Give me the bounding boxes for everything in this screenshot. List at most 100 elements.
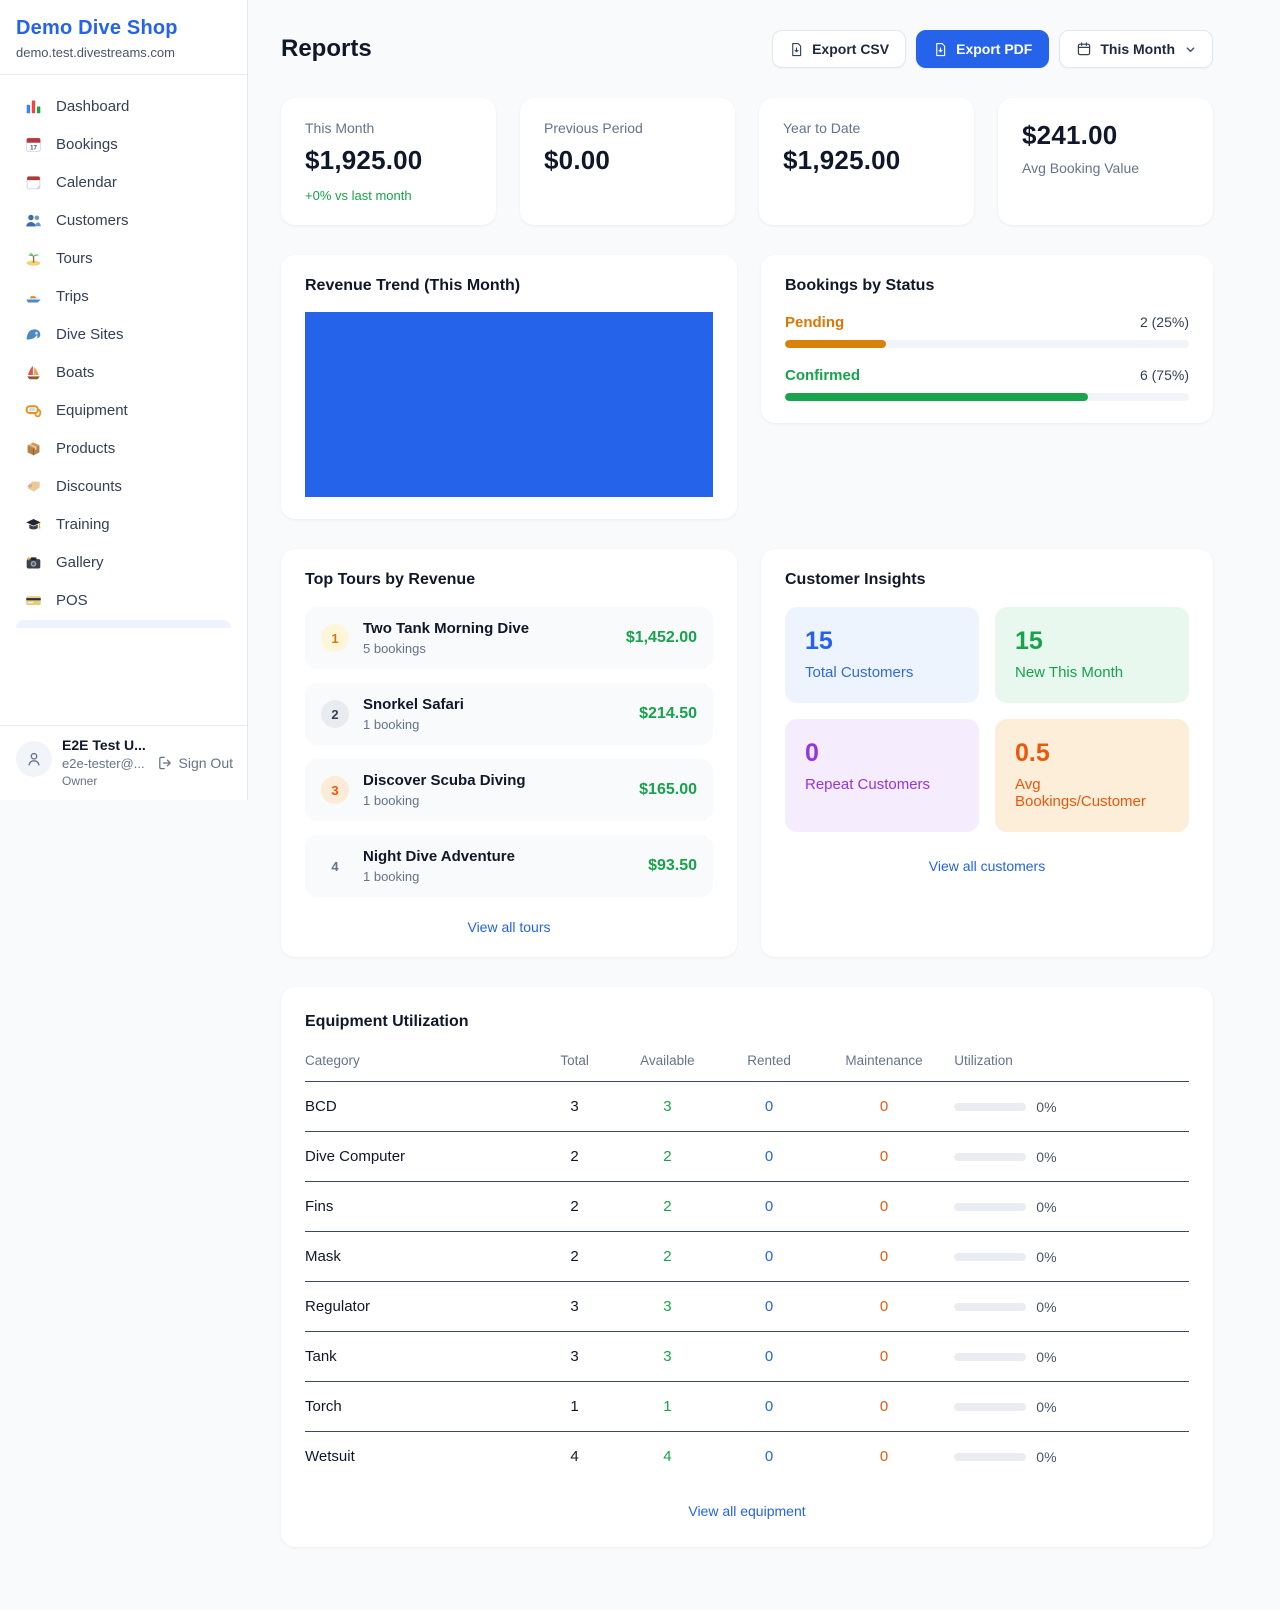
sidebar-item-pos[interactable]: POS: [12, 581, 235, 619]
stat-card-previous-period: Previous Period $0.00: [520, 98, 735, 225]
tour-row-2[interactable]: 2 Snorkel Safari 1 booking $214.50: [305, 683, 713, 745]
tile-avg-bookings-customer: 0.5 Avg Bookings/Customer: [995, 719, 1189, 832]
top-tours-title: Top Tours by Revenue: [305, 571, 476, 588]
sidebar-item-reports-active-partial[interactable]: [16, 620, 231, 628]
sidebar-item-label: Customers: [56, 211, 129, 229]
file-download-icon: [792, 42, 802, 56]
period-dropdown[interactable]: This Month: [1059, 30, 1213, 68]
table-row: Dive Computer 2 2 0 0 0%: [305, 1131, 1189, 1182]
sidebar-item-label: Products: [56, 439, 116, 457]
sidebar-item-boats[interactable]: Boats: [12, 353, 235, 391]
tour-row-3[interactable]: 3 Discover Scuba Diving 1 booking $165.0…: [305, 759, 713, 821]
confirmed-progress-fill: [785, 393, 1088, 401]
table-header-row: Category Total Available Rented Maintena…: [305, 1041, 1189, 1082]
brand-domain: demo.test.divestreams.com: [16, 45, 175, 60]
utilization-cell: 0%: [954, 1099, 1189, 1115]
export-pdf-button[interactable]: Export PDF: [916, 30, 1050, 68]
table-row: Regulator 3 3 0 0 0%: [305, 1281, 1189, 1332]
trips-boat-icon: [24, 287, 42, 305]
utilization-cell: 0%: [954, 1299, 1189, 1315]
brand: Demo Dive Shop demo.test.divestreams.com: [0, 0, 247, 75]
sidebar-item-dashboard[interactable]: Dashboard: [12, 87, 235, 125]
stat-card-year-to-date: Year to Date $1,925.00: [759, 98, 974, 225]
stat-cards: This Month $1,925.00 +0% vs last month P…: [281, 98, 1213, 225]
charts-row: Revenue Trend (This Month) Bookings by S…: [281, 255, 1213, 519]
utilization-cell: 0%: [954, 1449, 1189, 1465]
sidebar-user-footer: E2E Test U... e2e-tester@... Owner Sign …: [0, 725, 247, 800]
tile-new-this-month: 15 New This Month: [995, 607, 1189, 703]
confirmed-progress-track: [785, 393, 1189, 401]
logout-icon: [158, 756, 171, 770]
training-cap-icon: [24, 515, 42, 533]
products-box-icon: [24, 439, 42, 457]
table-row: Wetsuit 4 4 0 0 0%: [305, 1432, 1189, 1482]
insights-row: Top Tours by Revenue 1 Two Tank Morning …: [281, 549, 1213, 957]
sidebar: Demo Dive Shop demo.test.divestreams.com…: [0, 0, 248, 800]
sidebar-item-label: Training: [56, 515, 110, 533]
sidebar-item-products[interactable]: Products: [12, 429, 235, 467]
pending-progress-track: [785, 340, 1189, 348]
export-csv-button[interactable]: Export CSV: [772, 30, 907, 68]
sidebar-item-calendar[interactable]: Calendar: [12, 163, 235, 201]
revenue-trend-title: Revenue Trend (This Month): [305, 277, 521, 294]
stat-delta: +0% vs last month: [305, 188, 412, 203]
sidebar-item-equipment[interactable]: Equipment: [12, 391, 235, 429]
sidebar-item-label: Tours: [56, 249, 93, 267]
table-row: BCD 3 3 0 0 0%: [305, 1081, 1189, 1132]
table-row: Torch 1 1 0 0 0%: [305, 1381, 1189, 1432]
sidebar-item-label: Boats: [56, 363, 95, 381]
customer-insights-title: Customer Insights: [785, 571, 926, 588]
calendar-outline-icon: [1078, 42, 1091, 56]
status-row-pending: Pending 2 (25%): [785, 314, 1189, 348]
stat-card-this-month: This Month $1,925.00 +0% vs last month: [281, 98, 496, 225]
view-all-customers-link[interactable]: View all customers: [928, 858, 1046, 874]
sidebar-item-tours[interactable]: Tours: [12, 239, 235, 277]
table-row: Fins 2 2 0 0 0%: [305, 1181, 1189, 1232]
calendar-icon: [24, 173, 42, 191]
table-row: Tank 3 3 0 0 0%: [305, 1331, 1189, 1382]
rank-badge: 2: [321, 700, 349, 728]
utilization-cell: 0%: [954, 1149, 1189, 1165]
stat-card-avg-booking-value: $241.00 Avg Booking Value: [998, 98, 1213, 225]
utilization-cell: 0%: [954, 1399, 1189, 1415]
header-actions: Export CSV Export PDF This Month: [772, 30, 1213, 68]
tile-repeat-customers: 0 Repeat Customers: [785, 719, 979, 832]
sidebar-item-bookings[interactable]: 17 Bookings: [12, 125, 235, 163]
sidebar-item-label: Bookings: [56, 135, 118, 153]
page-title: Reports: [281, 35, 372, 62]
customers-icon: [24, 211, 42, 229]
tours-island-icon: [24, 249, 42, 267]
sidebar-item-label: Discounts: [56, 477, 122, 495]
utilization-cell: 0%: [954, 1199, 1189, 1215]
view-all-equipment-link[interactable]: View all equipment: [688, 1503, 806, 1519]
brand-name: Demo Dive Shop: [16, 17, 178, 39]
bookings-calendar-icon: 17: [24, 135, 42, 153]
pos-card-icon: [24, 591, 42, 609]
user-info: E2E Test U... e2e-tester@... Owner: [62, 737, 146, 788]
avatar: [16, 741, 52, 777]
equipment-table: Category Total Available Rented Maintena…: [305, 1041, 1189, 1481]
sidebar-item-customers[interactable]: Customers: [12, 201, 235, 239]
sidebar-item-gallery[interactable]: Gallery: [12, 543, 235, 581]
insight-tiles: 15 Total Customers 15 New This Month 0 R…: [785, 607, 1189, 832]
main-content: Reports Export CSV Export PDF This Month…: [248, 0, 1280, 1587]
view-all-tours-link[interactable]: View all tours: [467, 919, 551, 935]
tour-row-1[interactable]: 1 Two Tank Morning Dive 5 bookings $1,45…: [305, 607, 713, 669]
sidebar-item-dive-sites[interactable]: Dive Sites: [12, 315, 235, 353]
tour-row-4[interactable]: 4 Night Dive Adventure 1 booking $93.50: [305, 835, 713, 897]
sidebar-item-label: Calendar: [56, 173, 117, 191]
sidebar-item-trips[interactable]: Trips: [12, 277, 235, 315]
sidebar-item-training[interactable]: Training: [12, 505, 235, 543]
discounts-tag-icon: [24, 477, 42, 495]
svg-text:17: 17: [29, 144, 37, 151]
bookings-status-title: Bookings by Status: [785, 277, 935, 294]
sidebar-item-label: Equipment: [56, 401, 128, 419]
pending-progress-fill: [785, 340, 886, 348]
sidebar-nav: Dashboard 17 Bookings Calendar Customers…: [0, 75, 247, 725]
sign-out-button[interactable]: Sign Out: [157, 755, 233, 771]
sidebar-item-discounts[interactable]: Discounts: [12, 467, 235, 505]
sidebar-item-label: Trips: [56, 287, 89, 305]
rank-badge: 1: [321, 624, 349, 652]
user-name: E2E Test U...: [62, 737, 146, 753]
dashboard-icon: [24, 97, 42, 115]
